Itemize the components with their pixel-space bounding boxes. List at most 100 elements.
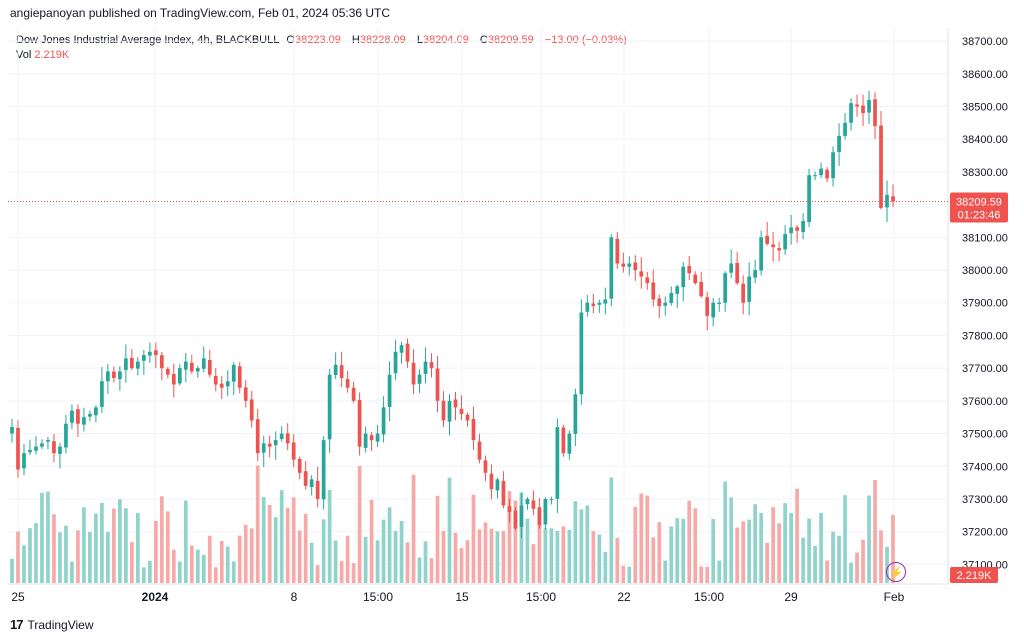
candle-body — [10, 427, 14, 434]
volume-bar — [315, 565, 320, 583]
candle-body — [94, 407, 98, 416]
volume-bar — [567, 529, 572, 583]
volume-bar — [861, 539, 865, 583]
volume-bar — [153, 521, 158, 583]
open-value: O38223.09 — [286, 34, 344, 46]
vol-label: Vol — [16, 49, 32, 61]
volume-bar — [723, 481, 728, 583]
volume-bar — [52, 514, 56, 583]
candle-body — [507, 506, 512, 513]
candle-body — [225, 381, 230, 387]
volume-bar — [711, 519, 716, 583]
volume-bar — [405, 542, 410, 583]
volume-bar — [441, 531, 446, 583]
volume-bar — [699, 566, 704, 583]
volume-bar — [513, 500, 518, 583]
candle-body — [76, 409, 80, 424]
volume-bar — [339, 561, 344, 583]
volume-bar — [663, 560, 668, 583]
candle-body — [303, 471, 308, 486]
candle-body — [801, 220, 805, 233]
volume-bar — [351, 563, 356, 583]
candle-body — [159, 355, 164, 369]
volume-bar — [615, 537, 620, 583]
candle-body — [393, 351, 398, 374]
volume-bar — [609, 477, 614, 583]
change-value: −13.00 (−0.03%) — [544, 34, 627, 46]
price-tag-countdown: 01:23:46 — [958, 209, 1001, 221]
candle-body — [273, 440, 278, 446]
volume-bar — [189, 545, 194, 583]
lightning-icon[interactable]: ⚡ — [886, 562, 906, 582]
volume-bar — [573, 501, 578, 583]
volume-bar — [225, 546, 230, 583]
candle-body — [603, 299, 608, 304]
price-tick-label: 38500.00 — [962, 101, 1008, 113]
candle-body — [813, 175, 817, 177]
volume-bar — [867, 495, 871, 583]
time-tick-label: 15:00 — [694, 590, 724, 604]
volume-bar — [333, 540, 338, 583]
candle-body — [633, 262, 638, 271]
volume-bar — [585, 505, 590, 583]
candle-body — [843, 122, 847, 136]
volume-bar — [765, 542, 770, 583]
volume-bar — [555, 530, 560, 583]
candle-body — [118, 371, 122, 380]
candle-body — [579, 312, 584, 395]
volume-bar — [633, 506, 638, 583]
candle-body — [711, 302, 716, 318]
volume-bar — [22, 545, 26, 583]
volume-bar — [357, 465, 362, 583]
volume-bar — [273, 517, 278, 583]
volume-bar — [825, 560, 829, 583]
candle-body — [291, 442, 296, 460]
candle-body — [40, 443, 44, 447]
candle-body — [405, 343, 410, 362]
candle-body — [717, 302, 722, 304]
volume-bar — [783, 503, 787, 583]
volume-bar — [579, 509, 584, 583]
candle-body — [759, 237, 764, 271]
volume-tag-value: 2.219K — [957, 570, 993, 582]
candle-body — [112, 371, 116, 378]
volume-bar — [28, 528, 32, 583]
volume-bar — [837, 535, 841, 583]
volume-bar — [58, 532, 62, 583]
candle-body — [22, 453, 26, 469]
candle-body — [70, 410, 74, 423]
volume-bar — [741, 521, 746, 583]
candle-body — [279, 433, 284, 440]
candle-body — [417, 374, 422, 384]
candle-body — [423, 361, 428, 374]
volume-bar — [88, 531, 92, 583]
candle-body — [369, 435, 374, 441]
volume-bar — [429, 558, 434, 583]
volume-bar — [213, 567, 218, 583]
volume-bar — [537, 513, 542, 583]
volume-bar — [10, 558, 14, 583]
candle-body — [549, 498, 554, 500]
footer-branding: 17 TradingView — [10, 617, 94, 632]
volume-bar — [501, 530, 506, 583]
symbol-title[interactable]: Dow Jones Industrial Average Index, 4h, … — [16, 34, 280, 46]
candle-body — [429, 362, 434, 369]
candle-body — [435, 368, 440, 401]
candle-body — [309, 479, 314, 487]
candle-body — [88, 413, 92, 417]
candle-body — [399, 345, 404, 353]
candle-body — [657, 298, 662, 306]
candle-body — [537, 507, 542, 526]
volume-row: Vol 2.219K — [16, 48, 631, 63]
volume-bar — [195, 549, 200, 583]
volume-bar — [261, 497, 266, 583]
candle-body — [321, 440, 326, 500]
high-label: H — [351, 34, 360, 46]
candle-body — [849, 103, 853, 123]
candle-body — [729, 263, 734, 273]
candle-body — [483, 460, 488, 473]
price-tick-label: 38100.00 — [962, 232, 1008, 244]
volume-bar — [777, 523, 781, 583]
candle-body — [735, 262, 740, 284]
